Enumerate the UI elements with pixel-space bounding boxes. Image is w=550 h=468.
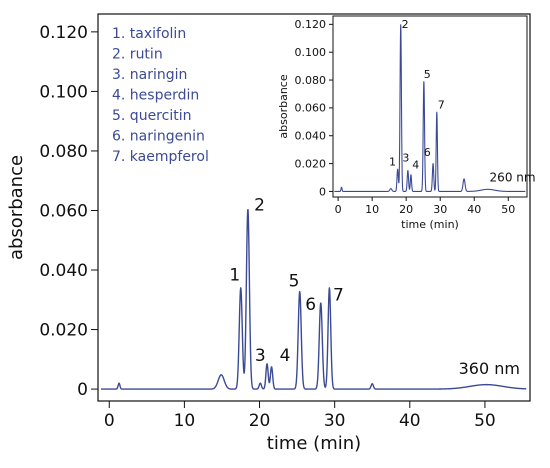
x-tick-label: 30 bbox=[433, 203, 447, 216]
x-tick-label: 30 bbox=[324, 411, 346, 431]
peak-label-4: 4 bbox=[412, 158, 419, 171]
x-tick-label: 50 bbox=[474, 411, 496, 431]
y-axis-title: absorbance bbox=[6, 155, 27, 260]
x-tick-label: 50 bbox=[501, 203, 515, 216]
inset-peak-labels: 1 2 34 5 6 7 bbox=[389, 18, 445, 172]
legend-item: 7. kaempferol bbox=[112, 149, 209, 165]
x-tick-label: 20 bbox=[249, 411, 271, 431]
inset-x-axis-ticks: 0 10 20 30 40 50 bbox=[335, 197, 515, 216]
peak-label-3: 3 bbox=[255, 346, 266, 366]
x-tick-label: 0 bbox=[335, 203, 342, 216]
peak-label-5: 5 bbox=[289, 271, 300, 291]
peak-label-1: 1 bbox=[229, 265, 240, 285]
y-tick-label: 0.040 bbox=[295, 130, 327, 143]
peak-label-2: 2 bbox=[254, 195, 265, 215]
peak-label-7: 7 bbox=[438, 99, 445, 112]
peak-label-3: 3 bbox=[402, 151, 409, 164]
inset-wavelength-label: 260 nm bbox=[490, 171, 536, 185]
y-tick-label: 0.100 bbox=[39, 82, 88, 102]
peak-label-2: 2 bbox=[402, 18, 409, 31]
peak-label-4: 4 bbox=[280, 346, 291, 366]
x-axis-ticks: 0 10 20 30 40 50 bbox=[104, 401, 496, 431]
x-tick-label: 40 bbox=[467, 203, 481, 216]
y-tick-label: 0.020 bbox=[39, 321, 88, 341]
chromatogram-trace-260nm bbox=[333, 24, 526, 192]
legend-item: 3. naringin bbox=[112, 67, 187, 83]
inset-y-axis-title: absorbance bbox=[277, 74, 290, 138]
legend-item: 6. naringenin bbox=[112, 129, 205, 145]
legend-item: 2. rutin bbox=[112, 47, 163, 63]
peak-labels: 1 2 3 4 56 7 bbox=[229, 195, 344, 365]
y-tick-label: 0.120 bbox=[39, 23, 88, 43]
x-tick-label: 20 bbox=[399, 203, 413, 216]
peak-label-1: 1 bbox=[389, 156, 396, 169]
chromatogram-trace-360nm bbox=[100, 208, 527, 390]
y-tick-label: 0.080 bbox=[39, 142, 88, 162]
peak-label-6: 6 bbox=[305, 295, 316, 315]
inset-chart: 0 0.020 0.040 0.060 0.080 0.100 0.120 0 10 20 30 4… bbox=[277, 15, 536, 231]
wavelength-label: 360 nm bbox=[459, 359, 520, 378]
y-tick-label: 0.080 bbox=[295, 74, 327, 87]
y-tick-label: 0.020 bbox=[295, 157, 327, 170]
x-axis-title: time (min) bbox=[267, 433, 361, 454]
inset-x-axis-title: time (min) bbox=[401, 218, 459, 231]
y-axis-ticks: 0 0.020 0.040 0.060 0.080 0.100 0.120 bbox=[39, 23, 98, 400]
y-tick-label: 0.060 bbox=[295, 102, 327, 115]
legend-item: 1. taxifolin bbox=[112, 26, 186, 42]
x-tick-label: 0 bbox=[104, 411, 115, 431]
y-tick-label: 0 bbox=[77, 380, 88, 400]
legend-item: 5. quercitin bbox=[112, 108, 191, 124]
y-tick-label: 0.100 bbox=[295, 46, 327, 59]
compound-legend: 1. taxifolin 2. rutin 3. naringin 4. hesper… bbox=[112, 26, 209, 165]
y-tick-label: 0 bbox=[319, 185, 326, 198]
x-tick-label: 10 bbox=[365, 203, 379, 216]
y-tick-label: 0.060 bbox=[39, 201, 88, 221]
y-tick-label: 0.120 bbox=[295, 18, 327, 31]
peak-label-6: 6 bbox=[424, 146, 431, 159]
peak-label-5: 5 bbox=[424, 68, 431, 81]
peak-label-7: 7 bbox=[333, 285, 344, 305]
plot-frame bbox=[97, 13, 531, 402]
x-tick-label: 10 bbox=[174, 411, 196, 431]
y-tick-label: 0.040 bbox=[39, 261, 88, 281]
legend-item: 4. hesperdin bbox=[112, 88, 199, 104]
x-tick-label: 40 bbox=[399, 411, 421, 431]
inset-y-axis-ticks: 0 0.020 0.040 0.060 0.080 0.100 0.120 bbox=[295, 18, 333, 198]
inset-plot-frame bbox=[332, 15, 528, 198]
